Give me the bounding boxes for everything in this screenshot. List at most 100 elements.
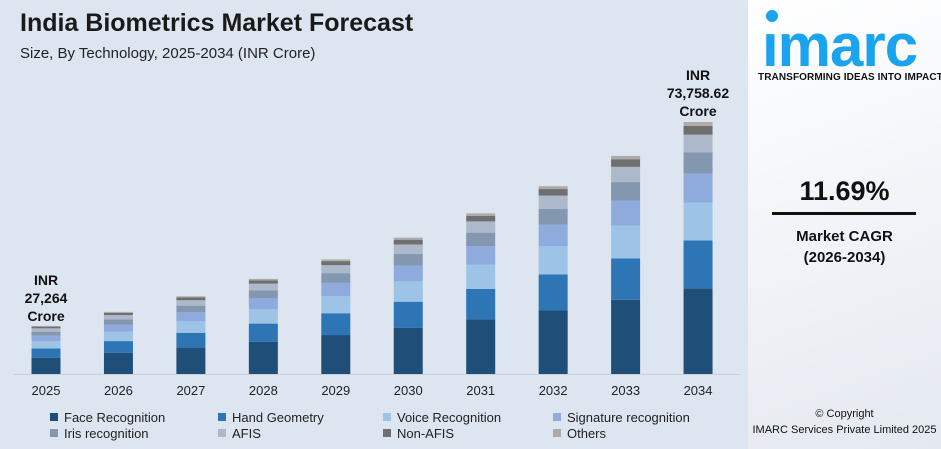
bar-segment-hand-geometry-2027 [176, 332, 206, 348]
cagr-label-text: Market CAGR [796, 228, 893, 245]
bar-segment-iris-recognition-2030 [393, 254, 423, 266]
bar-segment-afis-2026 [103, 315, 133, 320]
bar-segment-afis-2027 [176, 300, 206, 306]
legend-item: Voice Recognition [383, 409, 553, 425]
chart-subtitle: Size, By Technology, 2025-2034 (INR Cror… [20, 45, 316, 62]
bar-segment-others-2028 [248, 278, 278, 281]
legend-item: Others [553, 425, 733, 441]
bar-segment-hand-geometry-2033 [611, 258, 641, 300]
bar-segment-iris-recognition-2034 [683, 152, 713, 174]
bar-segment-voice-recognition-2031 [466, 264, 496, 289]
legend-item: AFIS [218, 425, 383, 441]
bar-segment-others-2027 [176, 296, 206, 298]
bar-segment-signature-recognition-2026 [103, 324, 133, 332]
legend-label: Signature recognition [567, 409, 690, 425]
x-tick-label: 2028 [249, 383, 278, 398]
bar-segment-others-2025 [31, 325, 61, 327]
bar-segment-hand-geometry-2030 [393, 301, 423, 328]
x-tick-label: 2033 [611, 383, 640, 398]
x-tick-label: 2026 [104, 383, 133, 398]
bar-segment-face-recognition-2029 [321, 335, 351, 374]
bar-segment-others-2029 [321, 259, 351, 262]
bar-segment-others-2030 [393, 237, 423, 240]
bar-segment-signature-recognition-2027 [176, 312, 206, 322]
bar-segment-face-recognition-2032 [538, 310, 568, 374]
legend-swatch [553, 413, 561, 421]
bar-segment-hand-geometry-2029 [321, 313, 351, 336]
legend-swatch [50, 413, 58, 421]
bar-segment-voice-recognition-2030 [393, 281, 423, 302]
bar-segment-hand-geometry-2031 [466, 288, 496, 320]
bar-segment-afis-2028 [248, 283, 278, 291]
legend-label: Voice Recognition [397, 409, 502, 425]
divider [772, 212, 916, 215]
cagr-period: (2026-2034) [803, 249, 886, 266]
annotation-2034: INR 73,758.62 Crore [648, 66, 748, 120]
bar-segment-voice-recognition-2032 [538, 246, 568, 275]
bar-segment-voice-recognition-2034 [683, 202, 713, 241]
bar-segment-others-2033 [611, 155, 641, 160]
chart-title: India Biometrics Market Forecast [20, 9, 414, 37]
x-tick-label: 2030 [394, 383, 423, 398]
bar-segment-afis-2030 [393, 244, 423, 255]
legend-swatch [50, 429, 58, 437]
bar-segment-afis-2033 [611, 166, 641, 183]
legend-item: Non-AFIS [383, 425, 553, 441]
bar-segment-signature-recognition-2032 [538, 224, 568, 247]
bar-segment-non-afis-2025 [31, 326, 61, 329]
bar-segment-afis-2032 [538, 195, 568, 209]
legend-label: AFIS [232, 425, 261, 441]
bar-segment-signature-recognition-2031 [466, 246, 496, 265]
annotation-line: Crore [27, 308, 65, 324]
legend-swatch [218, 429, 226, 437]
brand-tagline: TRANSFORMING IDEAS INTO IMPACT [758, 72, 941, 83]
bar-segment-non-afis-2028 [248, 280, 278, 284]
bar-segment-voice-recognition-2026 [103, 331, 133, 342]
bar-segment-iris-recognition-2027 [176, 305, 206, 313]
bar-segment-non-afis-2034 [683, 125, 713, 135]
x-tick-label: 2034 [684, 383, 713, 398]
bar-segment-hand-geometry-2025 [31, 348, 61, 358]
annotation-line: INR [33, 272, 59, 288]
cagr-value: 11.69% [799, 176, 890, 206]
bar-segment-iris-recognition-2026 [103, 319, 133, 325]
legend: Face Recognition Hand Geometry Voice Recog… [50, 409, 740, 441]
bar-segment-signature-recognition-2025 [31, 335, 61, 342]
legend-swatch [218, 413, 226, 421]
copyright-line: © Copyright [815, 408, 874, 420]
bar-segment-non-afis-2033 [611, 159, 641, 167]
bar-segment-voice-recognition-2028 [248, 309, 278, 324]
bar-segment-signature-recognition-2029 [321, 282, 351, 297]
bar-segment-face-recognition-2025 [31, 357, 61, 374]
legend-swatch [383, 413, 391, 421]
bar-segment-iris-recognition-2031 [466, 232, 496, 247]
svg-text:ımarc: ımarc [762, 12, 917, 70]
bar-segment-voice-recognition-2025 [31, 341, 61, 349]
bar-segment-face-recognition-2028 [248, 341, 278, 374]
bar-segment-hand-geometry-2032 [538, 274, 568, 311]
bar-segment-face-recognition-2033 [611, 299, 641, 374]
bar-segment-non-afis-2027 [176, 297, 206, 301]
bar-segment-afis-2034 [683, 134, 713, 153]
annotation-line: INR [685, 67, 711, 83]
bar-segment-face-recognition-2030 [393, 327, 423, 374]
bar-segment-afis-2031 [466, 221, 496, 233]
bar-segment-signature-recognition-2028 [248, 298, 278, 310]
legend-swatch [383, 429, 391, 437]
bar-segment-others-2031 [466, 213, 496, 216]
legend-item: Iris recognition [50, 425, 218, 441]
bar-segment-signature-recognition-2033 [611, 200, 641, 226]
annotation-line: 27,264 [24, 290, 68, 306]
bar-segment-voice-recognition-2033 [611, 225, 641, 259]
bar-segment-signature-recognition-2034 [683, 173, 713, 203]
stacked-bar-chart: 2025 2026 2027 2028 2029 2030 2031 2032 2033 2034 [14, 122, 740, 398]
bar-segment-iris-recognition-2028 [248, 290, 278, 299]
bar-segment-afis-2025 [31, 328, 61, 332]
legend-item: Hand Geometry [218, 409, 383, 425]
legend-item: Signature recognition [553, 409, 733, 425]
annotation-line: Crore [679, 103, 717, 119]
bar-segment-non-afis-2026 [103, 312, 133, 316]
bar-segment-face-recognition-2026 [103, 352, 133, 374]
bar-segment-non-afis-2031 [466, 215, 496, 222]
x-tick-label: 2032 [539, 383, 568, 398]
